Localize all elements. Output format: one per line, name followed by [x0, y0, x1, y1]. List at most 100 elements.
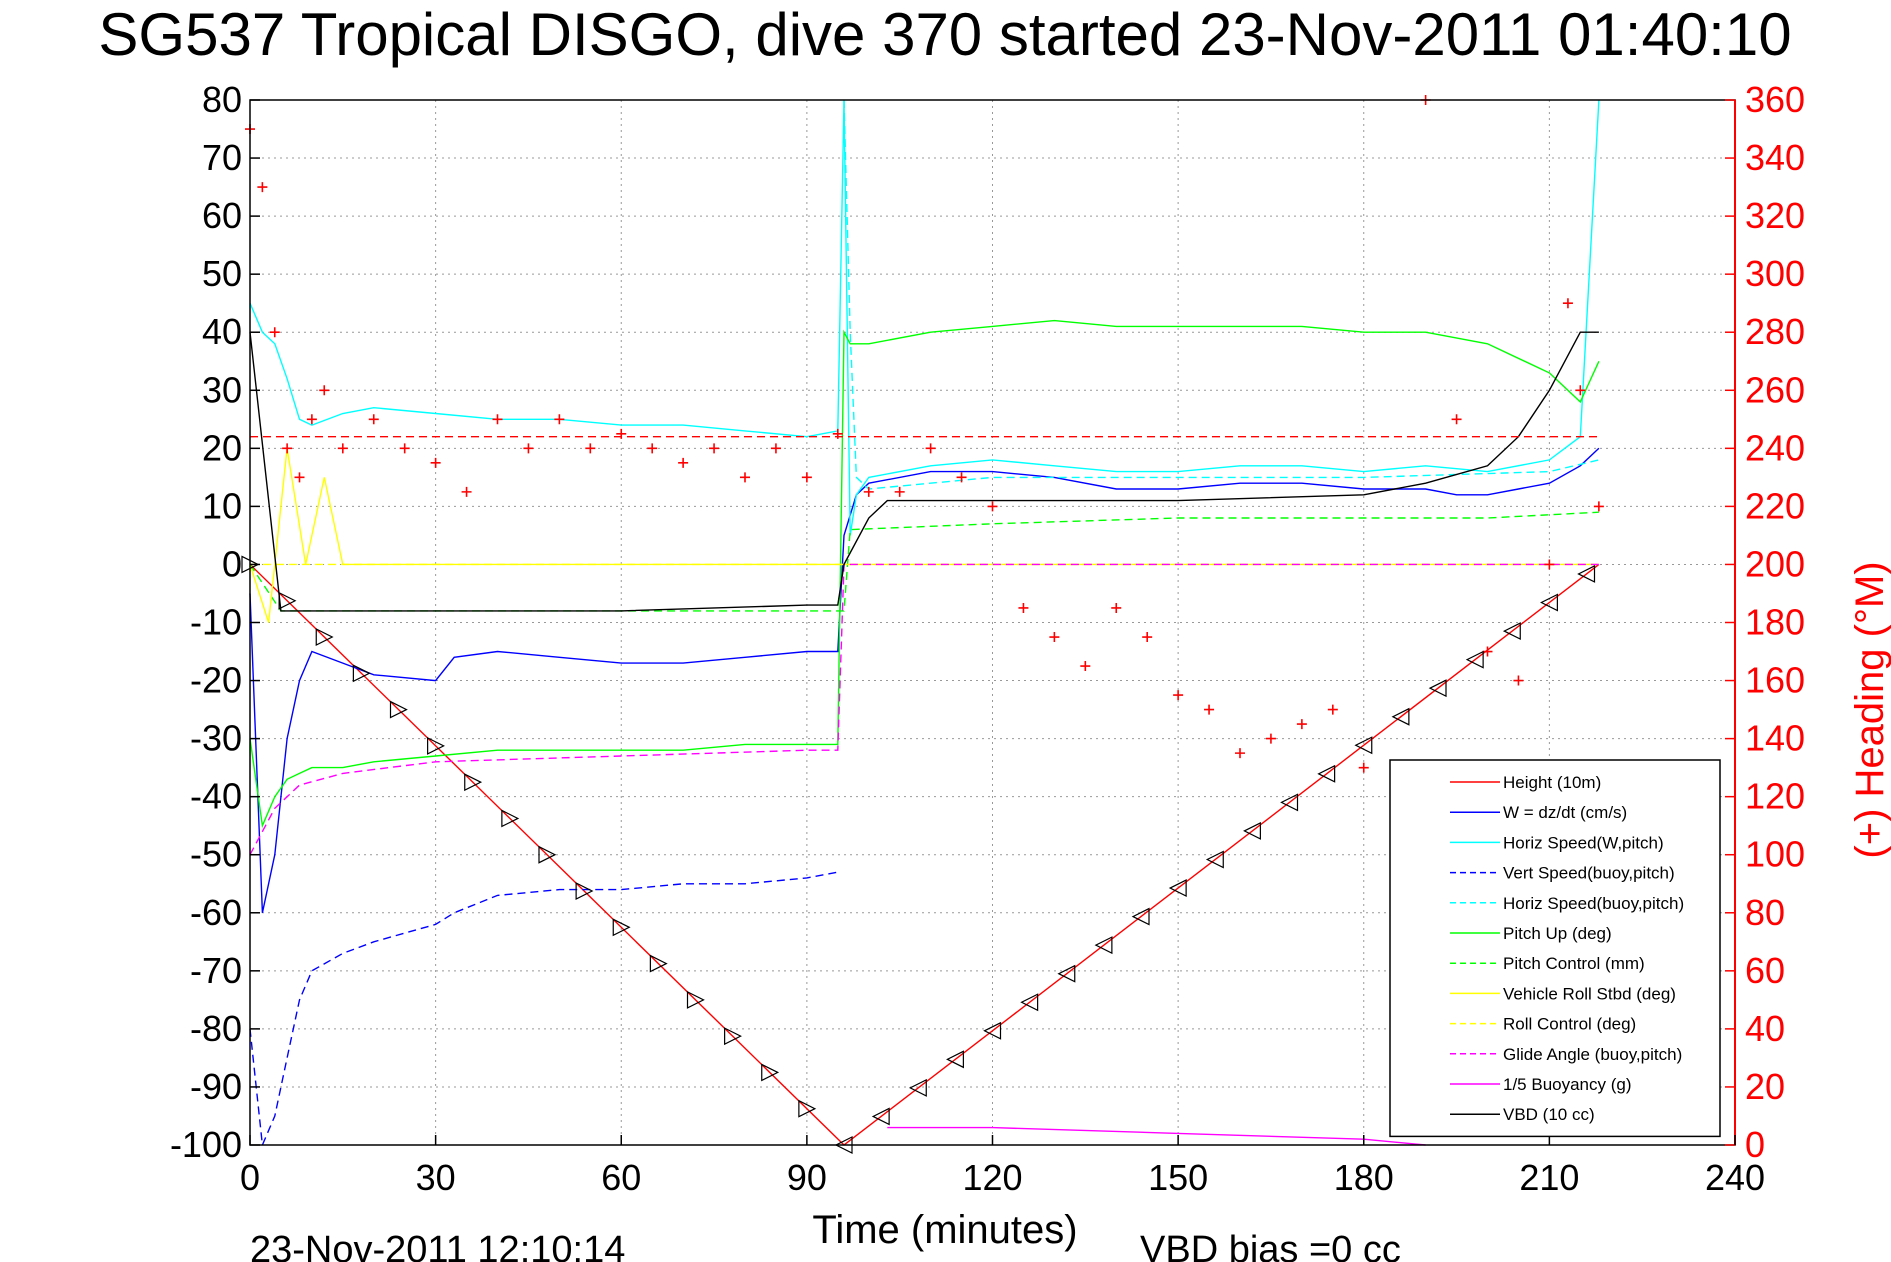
legend-label-1-5-buoyancy-g: 1/5 Buoyancy (g) [1503, 1075, 1632, 1094]
x-tick-label: 30 [416, 1157, 456, 1198]
y-tick-label: 30 [202, 369, 242, 410]
y-tick-label: -80 [190, 1008, 242, 1049]
x-tick-label: 150 [1148, 1157, 1208, 1198]
heading-point [987, 501, 998, 512]
y2-tick-label: 20 [1745, 1066, 1785, 1107]
height-marker [427, 736, 445, 755]
legend-box [1389, 759, 1721, 1138]
y2-tick-label: 300 [1745, 253, 1805, 294]
y2-tick-label: 360 [1745, 79, 1805, 120]
height-marker [389, 700, 408, 719]
y-tick-label: 10 [202, 485, 242, 526]
heading-point [1327, 704, 1338, 715]
height-marker [1428, 679, 1447, 698]
heading-point [337, 443, 348, 454]
height-marker [724, 1027, 742, 1046]
y2-tick-label: 220 [1745, 485, 1805, 526]
y2-tick-label: 100 [1745, 834, 1805, 875]
heading-point [1018, 602, 1029, 613]
series-layer [245, 95, 1604, 1148]
height-marker [1205, 850, 1224, 869]
legend: Height (10m) W = dz/dt (cm/s) Horiz Speed(… [1389, 759, 1721, 1138]
legend-label-height-10m: Height (10m) [1503, 773, 1601, 792]
heading-point [709, 443, 720, 454]
x-ticks: 0 30 60 90 120 150 180 210 240 [240, 1135, 1765, 1198]
series-pitch-control-mm [249, 511, 1599, 612]
heading-point [1173, 690, 1184, 701]
right-y-ticks: 3603403203002802602402202001801601401201… [1725, 79, 1805, 1165]
heading-point [1204, 704, 1215, 715]
height-marker [686, 990, 705, 1009]
heading-point [319, 385, 330, 396]
y-tick-label: 40 [202, 311, 242, 352]
x-tick-label: 0 [240, 1157, 260, 1198]
y2-tick-label: 240 [1745, 427, 1805, 468]
y2-tick-label: 60 [1745, 950, 1785, 991]
heading-point [1265, 733, 1276, 744]
heading-point [399, 443, 410, 454]
series-1-5-buoyancy-g [887, 1126, 1426, 1146]
y-tick-label: -40 [190, 776, 242, 817]
height-marker [1057, 964, 1076, 983]
y-tick-label: -20 [190, 660, 242, 701]
height-marker [1317, 764, 1336, 783]
heading-point [294, 472, 305, 483]
heading-point [492, 414, 503, 425]
y2-tick-label: 200 [1745, 543, 1805, 584]
heading-point [430, 457, 441, 468]
series-horiz-speed-buoy-pitch [843, 99, 1600, 490]
heading-point [282, 443, 293, 454]
heading-point [740, 472, 750, 483]
x-tick-label: 180 [1334, 1157, 1394, 1198]
y-tick-label: -10 [190, 602, 242, 643]
y2-tick-label: 40 [1745, 1008, 1785, 1049]
y-tick-label: -100 [170, 1124, 242, 1165]
y-tick-label: 60 [202, 195, 242, 236]
height-marker [908, 1078, 927, 1097]
height-marker [501, 809, 520, 828]
height-marker [352, 664, 371, 683]
height-marker [1243, 821, 1261, 840]
y-tick-label: -60 [190, 892, 242, 933]
heading-point [678, 457, 689, 468]
heading-point [1482, 646, 1493, 657]
height-marker [983, 1021, 1002, 1040]
y2-tick-label: 160 [1745, 660, 1805, 701]
heading-point [269, 327, 280, 338]
legend-label-vert-speed-buoy-pitch: Vert Speed(buoy,pitch) [1503, 864, 1675, 883]
series-vbd-10-cc [249, 331, 1599, 612]
y2-tick-label: 80 [1745, 892, 1785, 933]
legend-label-w-dz-dt-cm-s: W = dz/dt (cm/s) [1503, 803, 1627, 822]
heading-point [647, 443, 658, 454]
heading-point [894, 486, 905, 497]
height-marker [315, 628, 334, 646]
height-marker [946, 1050, 964, 1069]
legend-label-horiz-speed-buoy-pitch: Horiz Speed(buoy,pitch) [1503, 894, 1684, 913]
heading-point [801, 472, 812, 483]
heading-point [523, 443, 534, 454]
x-tick-label: 120 [962, 1157, 1022, 1198]
y2-tick-label: 280 [1745, 311, 1805, 352]
heading-point [257, 182, 268, 193]
y2-tick-label: 320 [1745, 195, 1805, 236]
heading-point [1142, 632, 1153, 643]
series-vehicle-roll-stbd-deg [249, 448, 1599, 623]
height-marker [761, 1063, 780, 1082]
y2-tick-label: 340 [1745, 137, 1805, 178]
legend-label-pitch-up-deg: Pitch Up (deg) [1503, 924, 1612, 943]
x-tick-label: 240 [1705, 1157, 1765, 1198]
heading-point [1358, 762, 1369, 773]
height-marker [1094, 936, 1113, 955]
x-tick-label: 90 [787, 1157, 827, 1198]
heading-point [956, 472, 967, 483]
y2-tick-label: 140 [1745, 718, 1805, 759]
heading-point [1235, 748, 1245, 759]
heading-point [1049, 632, 1060, 643]
y-tick-label: -70 [190, 950, 242, 991]
legend-label-pitch-control-mm: Pitch Control (mm) [1503, 954, 1645, 973]
y-tick-label: -50 [190, 834, 242, 875]
heading-point [1562, 298, 1573, 309]
heading-point [1544, 559, 1555, 570]
y2-tick-label: 120 [1745, 776, 1805, 817]
height-marker [1354, 736, 1373, 755]
